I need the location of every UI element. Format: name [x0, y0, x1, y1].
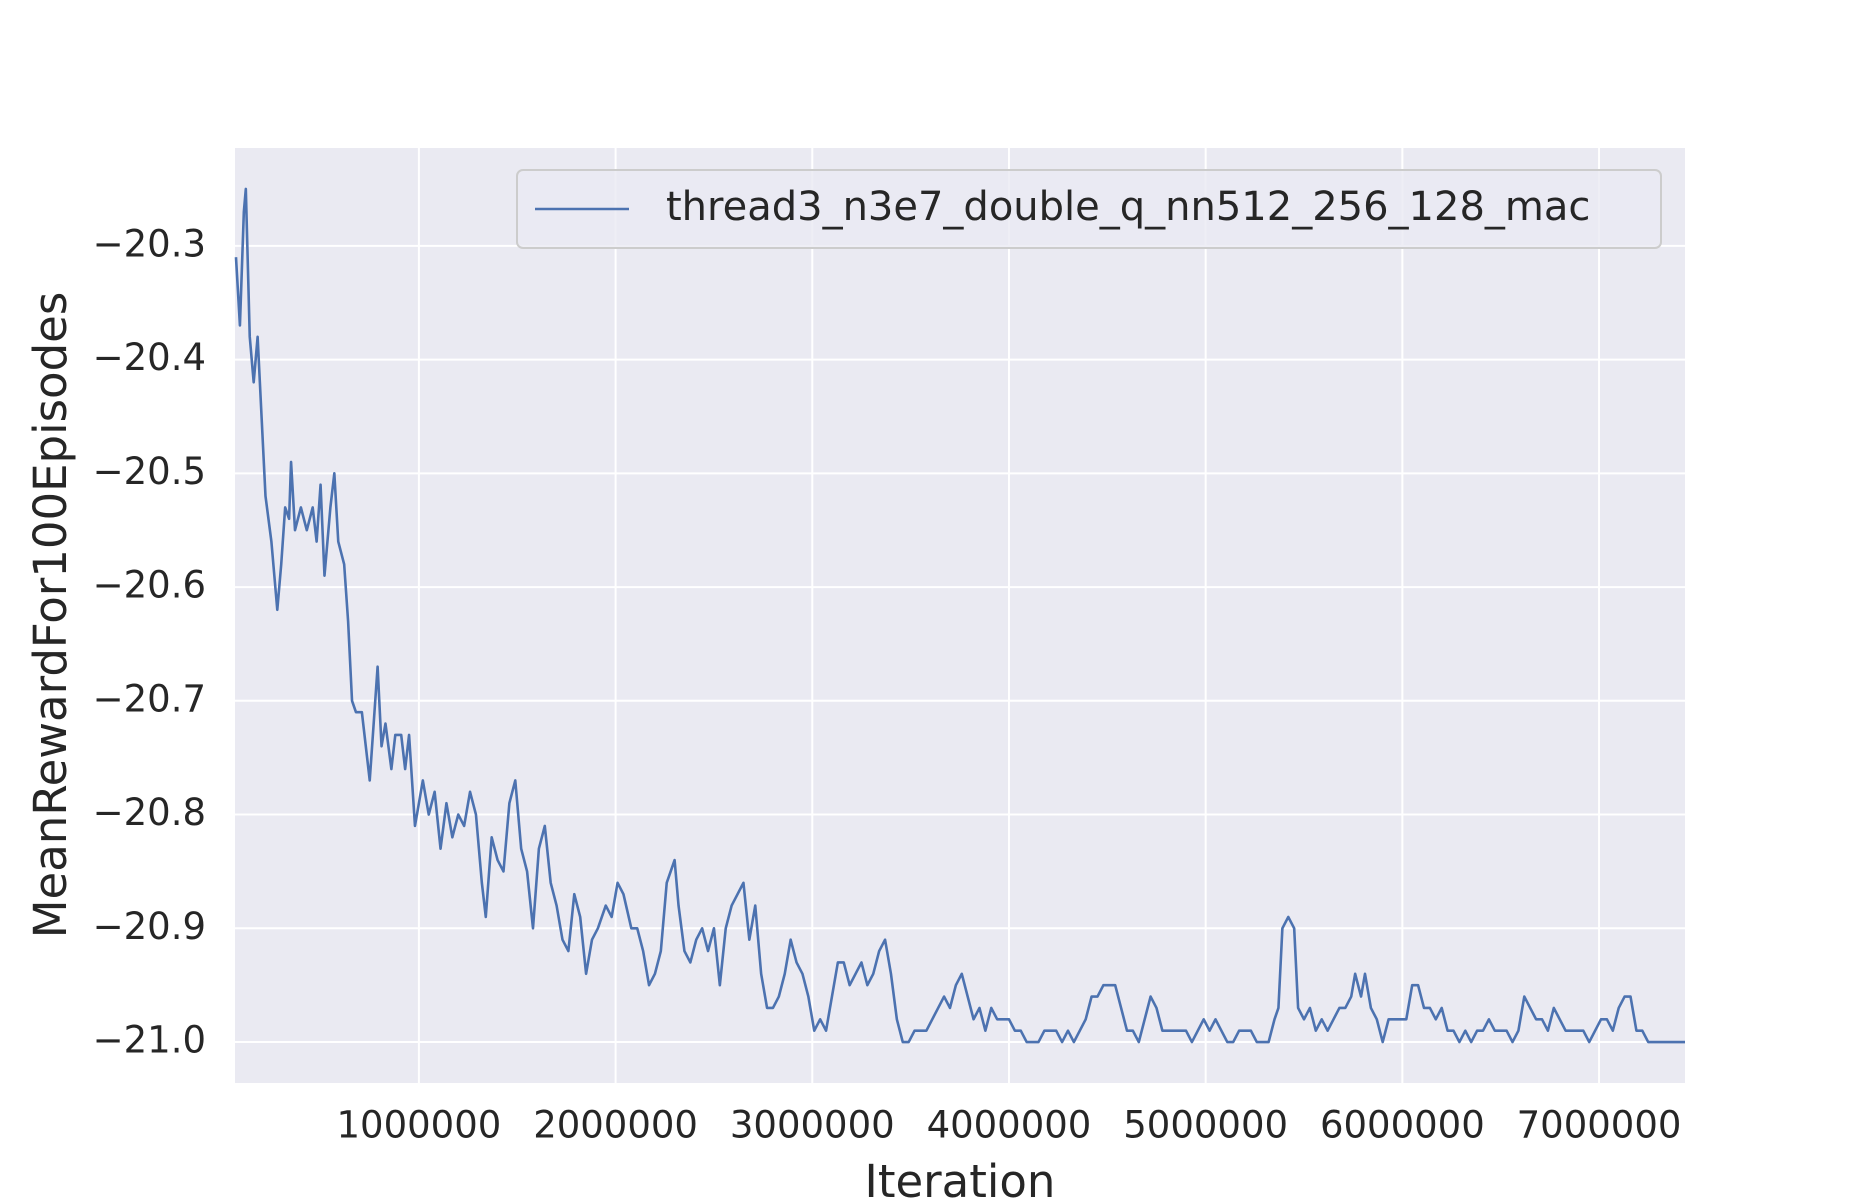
x-tick-label: 7000000	[1517, 1104, 1682, 1147]
x-tick-label: 1000000	[337, 1104, 502, 1147]
y-tick-label: −20.9	[93, 905, 206, 948]
y-tick-label: −21.0	[93, 1019, 206, 1062]
x-tick-label: 6000000	[1320, 1104, 1485, 1147]
x-tick-label: 5000000	[1123, 1104, 1288, 1147]
y-tick-label: −20.3	[93, 222, 206, 265]
x-tick-label: 2000000	[533, 1104, 698, 1147]
legend-label: thread3_n3e7_double_q_nn512_256_128_mac	[666, 184, 1590, 230]
y-axis-label: MeanRewardFor100Episodes	[24, 292, 77, 939]
y-tick-label: −20.8	[93, 791, 206, 834]
x-tick-label: 4000000	[927, 1104, 1092, 1147]
y-tick-label: −20.6	[93, 564, 206, 607]
series-line	[234, 187, 1685, 1044]
plot-area	[235, 148, 1685, 1083]
y-tick-label: −20.4	[93, 336, 206, 379]
legend-box	[516, 169, 1662, 249]
legend: thread3_n3e7_double_q_nn512_256_128_mac	[516, 169, 1662, 249]
x-axis-label: Iteration	[865, 1155, 1056, 1204]
x-tick-label: 3000000	[730, 1104, 895, 1147]
y-tick-label: −20.7	[93, 677, 206, 720]
y-tick-label: −20.5	[93, 450, 206, 493]
